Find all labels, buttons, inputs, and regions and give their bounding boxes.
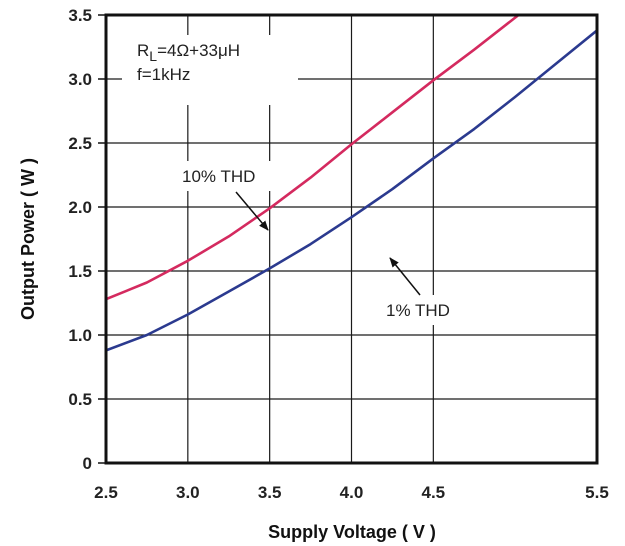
x-axis-ticks: 2.5 3.0 3.5 4.0 4.5 5.5 xyxy=(94,483,609,502)
series-line-10-thd xyxy=(106,15,521,301)
x-tick-label: 2.5 xyxy=(94,483,118,502)
x-tick-label: 4.5 xyxy=(422,483,446,502)
y-tick-label: 1.0 xyxy=(68,326,92,345)
y-axis-title: Output Power ( W ) xyxy=(18,158,38,320)
series-line-1-thd xyxy=(106,29,597,352)
y-tick-label: 3.5 xyxy=(68,6,92,25)
load-annotation: RL=4Ω+33μH xyxy=(137,41,240,64)
y-axis-ticks: 0 0.5 1.0 1.5 2.0 2.5 3.0 3.5 xyxy=(68,6,106,473)
frequency-annotation: f=1kHz xyxy=(137,65,190,84)
x-tick-label: 3.5 xyxy=(258,483,282,502)
label-10-thd-bg xyxy=(172,161,290,191)
label-1-thd: 1% THD xyxy=(386,301,450,320)
x-axis-title: Supply Voltage ( V ) xyxy=(268,522,436,542)
y-tick-label: 0.5 xyxy=(68,390,92,409)
y-tick-label: 2.0 xyxy=(68,198,92,217)
label-10-thd: 10% THD xyxy=(182,167,255,186)
y-tick-label: 1.5 xyxy=(68,262,92,281)
x-tick-label: 4.0 xyxy=(340,483,364,502)
x-tick-label: 5.5 xyxy=(585,483,609,502)
series-lines xyxy=(106,15,597,352)
arrow-1-thd xyxy=(389,257,421,296)
plot-frame xyxy=(104,13,599,465)
y-tick-label: 3.0 xyxy=(68,70,92,89)
y-tick-label: 0 xyxy=(83,454,92,473)
conditions-box xyxy=(122,35,298,105)
arrow-10-thd xyxy=(235,191,269,231)
x-tick-label: 3.0 xyxy=(176,483,200,502)
y-tick-label: 2.5 xyxy=(68,134,92,153)
label-1-thd-bg xyxy=(378,295,486,325)
